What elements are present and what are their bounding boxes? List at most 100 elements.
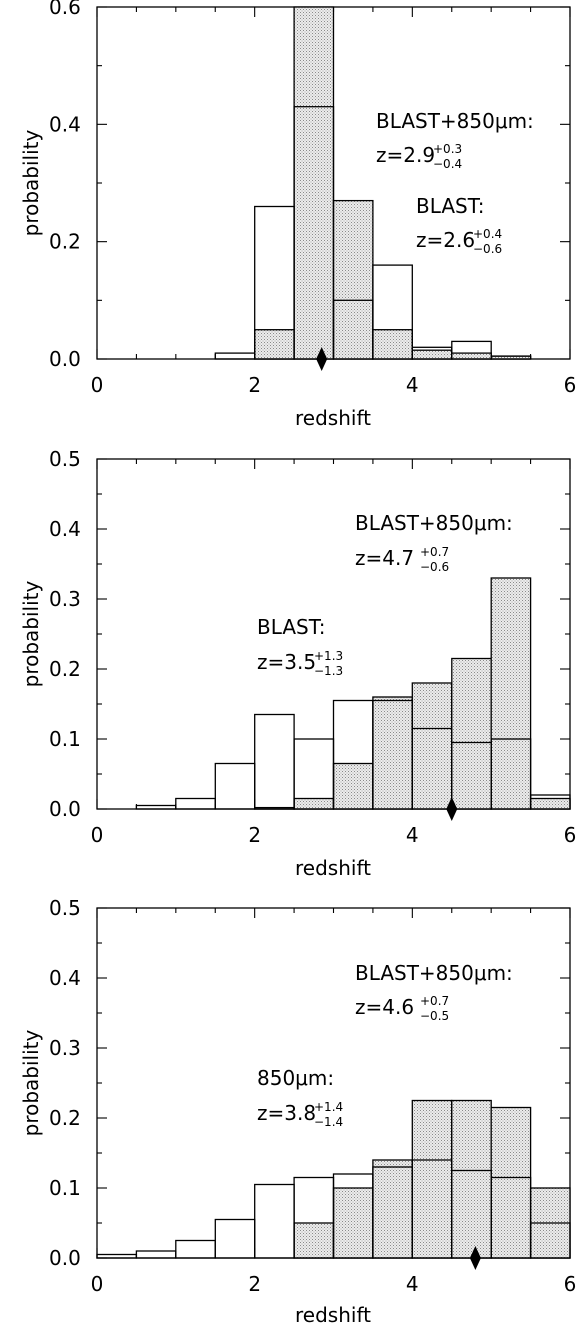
panel-3: 0.0 0.1 0.2 0.3 0.4 0.5 0 2 4 6 redshift… bbox=[19, 896, 576, 1327]
y-axis-label: probability bbox=[19, 1029, 43, 1136]
y-tick-label: 0.4 bbox=[49, 112, 81, 136]
histogram-bar-open bbox=[254, 1183, 295, 1259]
x-tick-label: 0 bbox=[91, 373, 104, 397]
y-tick-label: 0.3 bbox=[49, 587, 81, 611]
y-tick-label: 0.5 bbox=[49, 896, 81, 920]
histogram-bar-shaded bbox=[451, 1099, 492, 1259]
annotation-combined: BLAST+850μm: z=2.9 +0.3 −0.4 bbox=[376, 109, 534, 171]
annotation-label: BLAST: bbox=[257, 615, 325, 639]
histogram-bar-shaded bbox=[372, 1159, 413, 1259]
annotation-err-minus: −0.6 bbox=[473, 242, 502, 256]
x-tick-label: 4 bbox=[406, 373, 419, 397]
y-tick-label: 0.2 bbox=[49, 1106, 81, 1130]
x-axis-label: redshift bbox=[295, 856, 371, 880]
annotation-z: z=4.6 bbox=[355, 995, 414, 1019]
annotation-single: BLAST: z=3.5 +1.3 −1.3 bbox=[257, 615, 343, 678]
histogram-bar-open bbox=[175, 1239, 216, 1259]
histogram-bars bbox=[96, 1099, 571, 1259]
histogram-bar-shaded bbox=[529, 797, 571, 810]
annotation-err-minus: −0.4 bbox=[433, 157, 462, 171]
annotation-combined: BLAST+850μm: z=4.6 +0.7 −0.5 bbox=[355, 961, 513, 1023]
annotation-err-minus: −1.3 bbox=[314, 664, 343, 678]
histogram-bar-open bbox=[490, 1176, 532, 1259]
histogram-bar-open bbox=[490, 355, 532, 360]
x-tick-label: 4 bbox=[406, 1272, 419, 1296]
histogram-bar-open bbox=[490, 738, 532, 810]
y-axis-label: probability bbox=[19, 580, 43, 687]
annotation-z: z=4.7 bbox=[355, 546, 414, 570]
redshift-marker bbox=[316, 347, 328, 371]
y-tick-labels: 0.0 0.2 0.4 0.6 bbox=[49, 0, 81, 371]
annotation-combined: BLAST+850μm: z=4.7 +0.7 −0.6 bbox=[355, 511, 513, 574]
x-axis-label: redshift bbox=[295, 406, 371, 430]
marker-layer bbox=[469, 1246, 481, 1270]
annotation-err-plus: +0.4 bbox=[473, 227, 502, 241]
x-tick-label: 6 bbox=[564, 373, 577, 397]
y-tick-labels: 0.0 0.1 0.2 0.3 0.4 0.5 bbox=[49, 447, 81, 821]
x-tick-label: 6 bbox=[564, 823, 577, 847]
histogram-bars bbox=[135, 577, 571, 810]
histogram-bar-shaded bbox=[490, 1106, 532, 1259]
x-axis-label: redshift bbox=[295, 1303, 371, 1327]
histogram-bar-shaded bbox=[372, 696, 413, 810]
histogram-bar-shaded bbox=[411, 1099, 453, 1259]
y-tick-label: 0.1 bbox=[49, 727, 81, 751]
annotation-z: z=3.5 bbox=[257, 650, 316, 674]
x-tick-labels: 0 2 4 6 bbox=[91, 823, 577, 847]
annotation-single: 850μm: z=3.8 +1.4 −1.4 bbox=[257, 1066, 343, 1129]
x-tick-label: 6 bbox=[564, 1272, 577, 1296]
y-tick-label: 0.0 bbox=[49, 347, 81, 371]
histogram-bar-shaded bbox=[293, 797, 335, 810]
y-tick-label: 0.0 bbox=[49, 797, 81, 821]
histogram-bar-open bbox=[135, 804, 177, 810]
annotation-z: z=3.8 bbox=[257, 1101, 316, 1125]
histogram-bar-shaded bbox=[293, 1222, 335, 1259]
histogram-bar-open bbox=[214, 762, 256, 810]
y-tick-label: 0.6 bbox=[49, 0, 81, 19]
annotation-label: BLAST: bbox=[416, 194, 484, 218]
marker-layer bbox=[316, 347, 328, 371]
histogram-bar-shaded bbox=[490, 577, 532, 810]
histogram-bars bbox=[214, 6, 532, 360]
annotation-err-minus: −0.5 bbox=[420, 1009, 449, 1023]
histogram-bar-open bbox=[214, 1218, 256, 1259]
annotation-label: BLAST+850μm: bbox=[355, 511, 513, 535]
annotation-err-minus: −1.4 bbox=[314, 1115, 343, 1129]
redshift-marker bbox=[469, 1246, 481, 1270]
histogram-bar-shaded bbox=[451, 657, 492, 810]
histogram-bar-shaded bbox=[451, 352, 492, 360]
y-tick-label: 0.4 bbox=[49, 517, 81, 541]
redshift-marker bbox=[446, 797, 458, 821]
y-tick-label: 0.0 bbox=[49, 1246, 81, 1270]
panel-2: 0.0 0.1 0.2 0.3 0.4 0.5 0 2 4 6 redshift… bbox=[19, 447, 576, 880]
annotation-err-plus: +0.7 bbox=[420, 994, 449, 1008]
annotation-z: z=2.9 bbox=[376, 143, 435, 167]
annotation-single: BLAST: z=2.6 +0.4 −0.6 bbox=[416, 194, 502, 256]
histogram-bar-open bbox=[372, 264, 413, 360]
annotation-label: 850μm: bbox=[257, 1066, 334, 1090]
histogram-bar-open bbox=[529, 1222, 571, 1259]
histogram-bar-open bbox=[214, 352, 256, 360]
y-axis-label: probability bbox=[19, 129, 43, 236]
x-tick-labels: 0 2 4 6 bbox=[91, 373, 577, 397]
histogram-bar-shaded bbox=[372, 329, 413, 360]
x-tick-label: 0 bbox=[91, 1272, 104, 1296]
x-tick-label: 0 bbox=[91, 823, 104, 847]
annotation-err-plus: +0.3 bbox=[433, 142, 462, 156]
histogram-bar-open bbox=[254, 713, 295, 810]
x-tick-label: 4 bbox=[406, 823, 419, 847]
x-tick-label: 2 bbox=[248, 1272, 261, 1296]
annotation-z: z=2.6 bbox=[416, 228, 475, 252]
histogram-bar-shaded bbox=[293, 6, 335, 360]
histogram-bar-shaded bbox=[332, 199, 374, 360]
annotation-err-plus: +1.3 bbox=[314, 649, 343, 663]
annotation-err-minus: −0.6 bbox=[420, 560, 449, 574]
histogram-bar-shaded bbox=[332, 762, 374, 810]
y-tick-labels: 0.0 0.1 0.2 0.3 0.4 0.5 bbox=[49, 896, 81, 1270]
x-tick-labels: 0 2 4 6 bbox=[91, 1272, 577, 1296]
histogram-bar-open bbox=[451, 340, 492, 360]
histogram-bar-open bbox=[175, 797, 216, 810]
histogram-bar-open bbox=[96, 1253, 138, 1259]
x-tick-label: 2 bbox=[248, 373, 261, 397]
histogram-bar-open bbox=[293, 106, 335, 360]
